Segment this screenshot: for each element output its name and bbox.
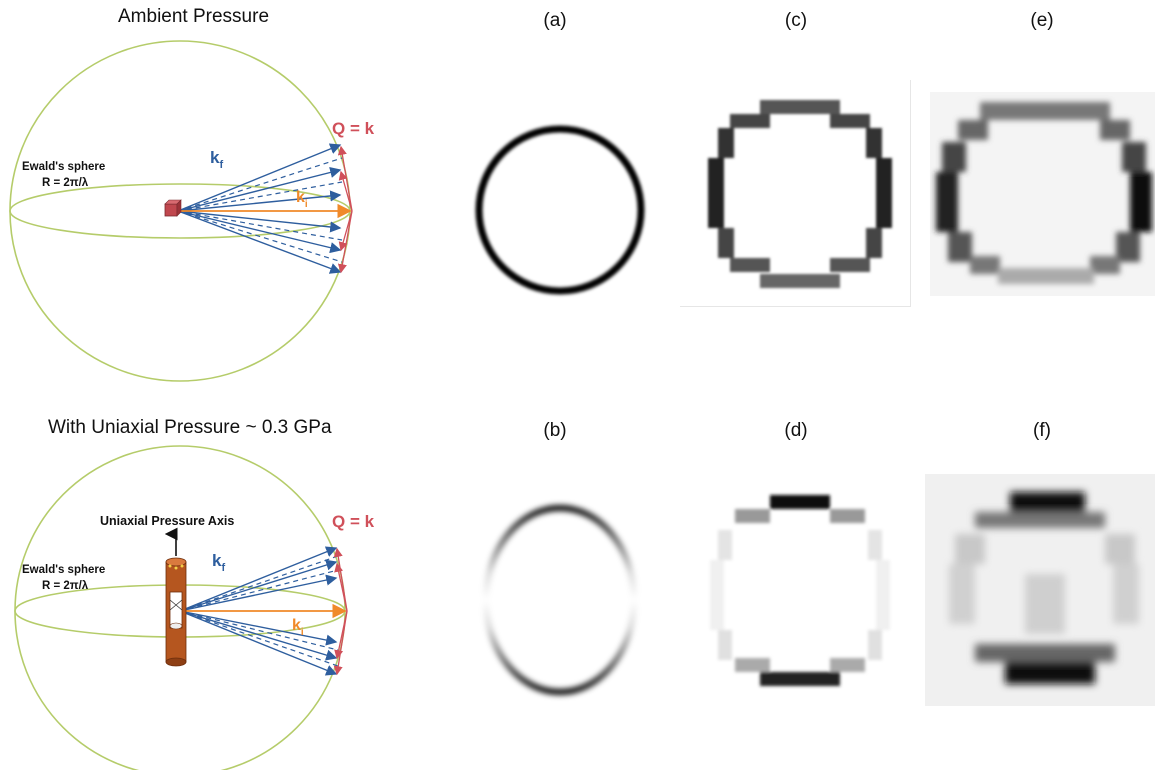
panel-c-pixel-ring <box>708 100 892 288</box>
ewald-sphere-label: Ewald's sphere <box>22 161 105 173</box>
sample-cube <box>164 199 182 217</box>
panel-a-ring <box>475 125 645 295</box>
panel-f-measured-bands <box>949 492 1139 684</box>
q-equals-k-label-2: Q = k <box>332 512 375 531</box>
panel-e-measured-ring <box>936 102 1152 284</box>
panel-label-d: (d) <box>784 420 808 441</box>
uniaxial-pressure-axis-label: Uniaxial Pressure Axis <box>100 514 234 528</box>
ambient-pressure-title: Ambient Pressure <box>118 6 270 27</box>
panel-label-c: (c) <box>784 10 808 31</box>
panel-d-pixel-bands <box>710 495 890 686</box>
kf-vectors <box>177 143 342 274</box>
panel-b-arcs <box>483 505 637 695</box>
q-vectors <box>337 145 353 274</box>
ewald-sphere-label-2: Ewald's sphere <box>22 564 105 576</box>
kf-dashed-vectors-2 <box>179 555 339 667</box>
panel-label-a: (a) <box>543 10 567 31</box>
ewald-radius-label-2: R = 2π/λ <box>42 580 89 592</box>
ki-label: ki <box>296 189 308 210</box>
q-equals-k-label: Q = k <box>332 119 375 138</box>
kf-vectors-2 <box>179 546 338 676</box>
kf-label: kf <box>210 148 223 171</box>
pressure-cell <box>165 557 187 667</box>
panel-c-frame <box>680 80 911 307</box>
kf-dashed-vectors <box>177 157 343 263</box>
ewald-radius-label: R = 2π/λ <box>42 177 89 189</box>
panel-label-f: (f) <box>1033 420 1051 441</box>
uniaxial-pressure-title: With Uniaxial Pressure ~ 0.3 GPa <box>48 417 332 438</box>
panel-label-b: (b) <box>543 420 567 441</box>
ki-label-2: ki <box>292 617 304 638</box>
ewald-diagram-uniaxial: Uniaxial Pressure Axis Ewald's sphere R … <box>14 445 375 770</box>
q-vectors-2 <box>333 547 348 676</box>
ewald-diagram-ambient: Ewald's sphere R = 2π/λ kf ki Q = k <box>9 40 375 382</box>
kf-label-2: kf <box>212 551 225 574</box>
panel-label-e: (e) <box>1030 10 1054 31</box>
